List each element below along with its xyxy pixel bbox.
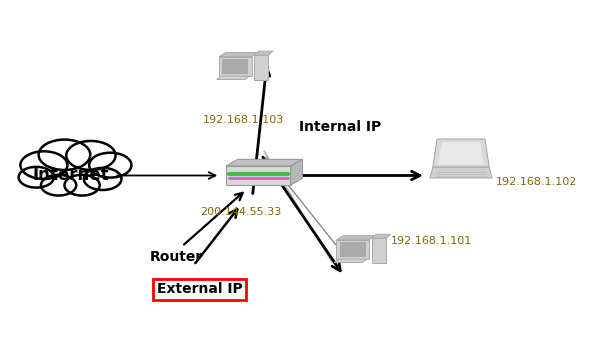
Polygon shape [226, 159, 302, 166]
Polygon shape [430, 167, 492, 178]
Text: Router: Router [149, 250, 203, 264]
Polygon shape [372, 238, 386, 263]
Polygon shape [223, 59, 248, 74]
Text: 192.168.1.103: 192.168.1.103 [203, 115, 284, 125]
Polygon shape [219, 53, 257, 57]
Polygon shape [438, 143, 484, 165]
Polygon shape [334, 259, 367, 263]
Circle shape [38, 140, 91, 170]
Polygon shape [337, 236, 374, 240]
Circle shape [64, 175, 100, 196]
Text: 192.168.1.101: 192.168.1.101 [391, 236, 472, 246]
Text: Internet: Internet [32, 166, 109, 185]
Text: Internal IP: Internal IP [299, 120, 382, 134]
Polygon shape [372, 234, 391, 238]
Circle shape [19, 167, 54, 187]
Polygon shape [217, 76, 250, 79]
Circle shape [84, 168, 121, 190]
Text: 192.168.1.102: 192.168.1.102 [496, 177, 578, 187]
Circle shape [66, 141, 116, 170]
Circle shape [89, 153, 131, 178]
Polygon shape [337, 240, 370, 259]
Circle shape [41, 175, 76, 196]
Polygon shape [254, 55, 268, 80]
Polygon shape [433, 139, 489, 167]
Polygon shape [226, 166, 290, 185]
Polygon shape [219, 57, 252, 76]
Polygon shape [254, 51, 273, 55]
Text: 200.144.55.33: 200.144.55.33 [200, 207, 281, 217]
Circle shape [20, 151, 67, 179]
Text: External IP: External IP [157, 283, 242, 297]
Polygon shape [340, 242, 366, 257]
Polygon shape [290, 159, 302, 185]
